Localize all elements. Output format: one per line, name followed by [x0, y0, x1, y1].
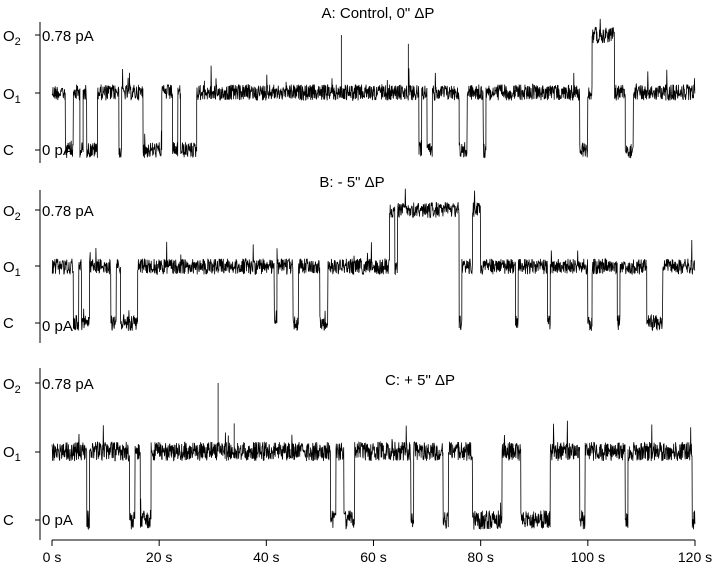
panel-a-amp-o2: 0.78 pA [42, 28, 94, 45]
panel-b-state-o1: O1 [3, 259, 21, 279]
panel-c-current-trace [51, 420, 696, 531]
time-tick-label: 120 s [678, 549, 712, 565]
panel-c-state-c: C [3, 512, 14, 529]
panel-a-amp-c: 0 pA [42, 142, 73, 159]
time-tick-label: 100 s [571, 549, 605, 565]
panel-b: B: - 5" ΔP O2 O1 C 0.78 pA 0 pA [3, 174, 696, 343]
time-tick-label: 80 s [467, 549, 493, 565]
panel-c: C: + 5" ΔP O2 O1 C 0.78 pA 0 pA 0 s 20 s 4… [3, 368, 712, 565]
panel-a: A: Control, 0" ΔP O2 O1 C 0.78 pA 0 pA [3, 5, 696, 163]
panel-a-state-c: C [3, 142, 14, 159]
panel-a-state-o2: O2 [3, 28, 21, 48]
time-tick-label: 60 s [360, 549, 386, 565]
panel-c-state-o1: O1 [3, 444, 21, 464]
panel-a-state-o1: O1 [3, 86, 21, 106]
time-tick-label: 40 s [253, 549, 279, 565]
time-axis-ticks: 0 s 20 s 40 s 60 s 80 s 100 s 120 s [43, 540, 712, 565]
panel-a-title: A: Control, 0" ΔP [322, 5, 435, 22]
panel-a-current-trace [51, 18, 696, 159]
time-tick-label: 0 s [43, 549, 62, 565]
time-tick-label: 20 s [146, 549, 172, 565]
panel-b-state-o2: O2 [3, 203, 21, 223]
panel-b-state-c: C [3, 315, 14, 332]
panel-c-title: C: + 5" ΔP [385, 372, 455, 389]
panel-b-current-trace [51, 188, 696, 332]
panel-c-state-o2: O2 [3, 376, 21, 396]
panel-b-amp-c: 0 pA [42, 318, 73, 335]
panel-c-amp-c: 0 pA [42, 512, 73, 529]
panel-b-amp-o2: 0.78 pA [42, 203, 94, 220]
panel-b-title: B: - 5" ΔP [319, 174, 384, 191]
panel-c-amp-o2: 0.78 pA [42, 376, 94, 393]
